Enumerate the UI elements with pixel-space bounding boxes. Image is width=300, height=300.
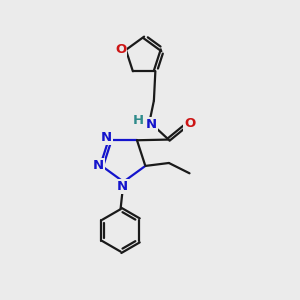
Text: N: N	[116, 180, 128, 193]
Text: N: N	[146, 118, 157, 131]
Text: H: H	[133, 114, 144, 127]
Text: O: O	[184, 117, 196, 130]
Text: N: N	[93, 159, 104, 172]
Text: O: O	[115, 44, 126, 56]
Text: N: N	[101, 131, 112, 144]
